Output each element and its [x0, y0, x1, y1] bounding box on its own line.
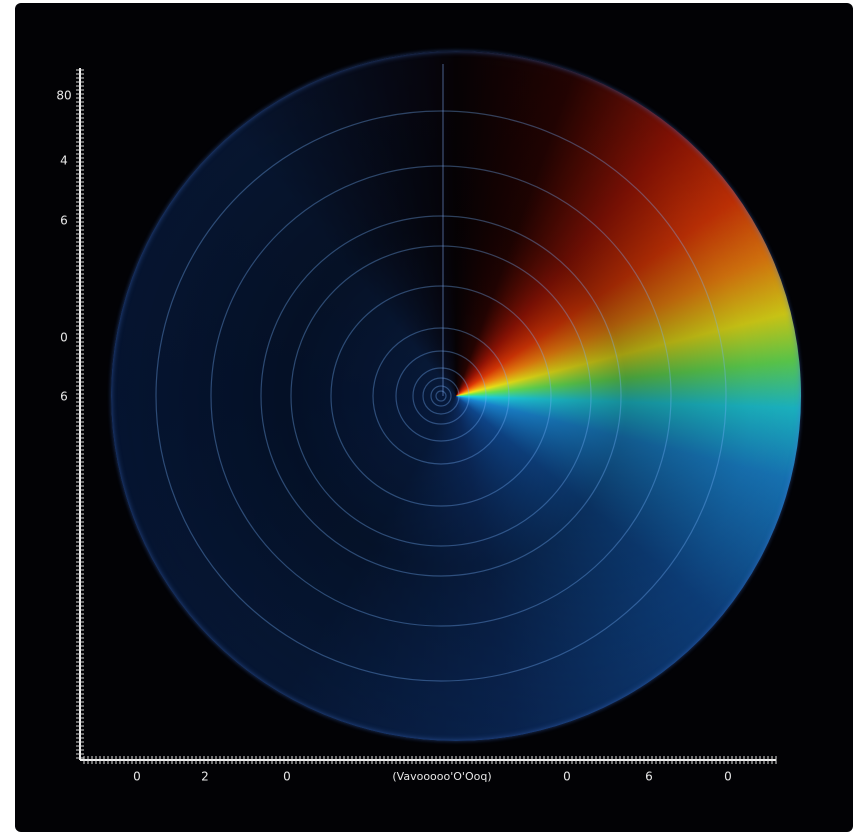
ring	[436, 391, 446, 401]
ring	[373, 328, 509, 464]
page: 80 4 6 0 6 0 2 0 (Vavooooo'O'Ooq) 0 6 0 …	[0, 0, 858, 834]
x-label: 0	[283, 770, 291, 784]
ring	[211, 166, 671, 626]
ticks	[76, 70, 776, 764]
x-label: 0	[563, 770, 571, 784]
ring	[413, 368, 469, 424]
y-label: 6	[60, 214, 68, 228]
x-label: 0	[724, 770, 732, 784]
y-label: 80	[56, 89, 71, 103]
ring	[396, 351, 486, 441]
ring	[156, 111, 726, 681]
x-label: 0	[133, 770, 141, 784]
y-label: 0	[60, 331, 68, 345]
ring	[261, 216, 621, 576]
x-label: 6	[645, 770, 653, 784]
x-title: (Vavooooo'O'Ooq)	[392, 770, 491, 783]
ring	[423, 378, 459, 414]
y-label: 6	[60, 390, 68, 404]
rings	[156, 111, 726, 681]
ring	[331, 286, 551, 506]
overlay: 80 4 6 0 6 0 2 0 (Vavooooo'O'Ooq) 0 6 0	[0, 0, 858, 834]
y-label: 4	[60, 154, 68, 168]
ring	[431, 386, 451, 406]
ring	[291, 246, 591, 546]
x-label: 2	[201, 770, 209, 784]
